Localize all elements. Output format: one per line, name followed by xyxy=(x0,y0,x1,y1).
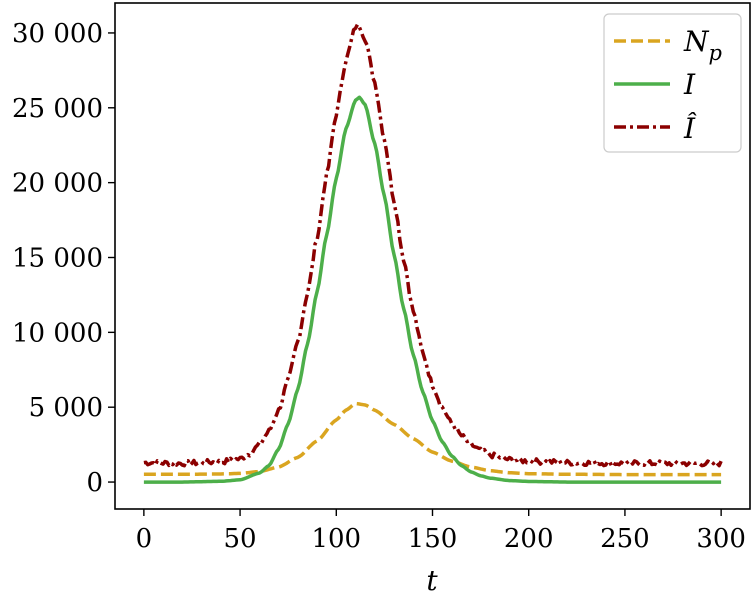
x-tick-label: 300 xyxy=(696,524,746,554)
legend-label-i-hat: Î xyxy=(683,112,697,145)
legend-label-i: I xyxy=(683,68,696,101)
y-tick-label: 10 000 xyxy=(12,318,103,348)
legend-label-np: Np xyxy=(683,25,722,65)
legend-box xyxy=(603,13,742,153)
series-lines xyxy=(143,22,723,484)
x-axis-ticks: 0 50 100 150 200 250 300 xyxy=(136,509,746,554)
x-tick-label: 50 xyxy=(224,524,257,554)
x-tick-label: 150 xyxy=(408,524,458,554)
x-axis-title: t xyxy=(426,564,438,597)
legend-label-np-subscript: p xyxy=(709,41,722,65)
series-line-i-hat xyxy=(143,22,723,468)
y-axis-ticks: 0 5 000 10 000 15 000 20 000 25 000 30 000 xyxy=(12,19,115,498)
series-line-np xyxy=(143,401,722,477)
y-tick-label: 0 xyxy=(86,468,103,498)
y-tick-label: 25 000 xyxy=(12,94,103,124)
x-tick-label: 0 xyxy=(136,524,153,554)
series-line-i xyxy=(143,95,722,484)
x-tick-label: 100 xyxy=(311,524,361,554)
y-tick-label: 20 000 xyxy=(12,169,103,199)
y-tick-label: 5 000 xyxy=(29,393,103,423)
y-tick-label: 30 000 xyxy=(12,19,103,49)
y-tick-label: 15 000 xyxy=(12,243,103,273)
x-tick-label: 250 xyxy=(600,524,650,554)
x-tick-label: 200 xyxy=(504,524,554,554)
legend: Np I Î xyxy=(603,13,742,153)
